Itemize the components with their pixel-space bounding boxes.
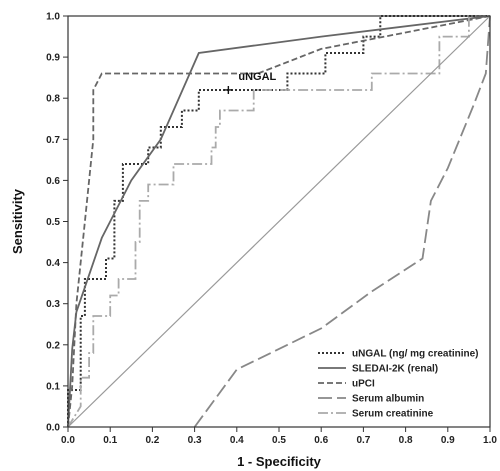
y-tick-label: 0.5 bbox=[46, 217, 60, 228]
x-tick-label: 1.0 bbox=[483, 435, 497, 446]
x-tick-label: 0.4 bbox=[230, 435, 244, 446]
y-tick-label: 0.3 bbox=[46, 299, 60, 310]
y-tick-label: 0.7 bbox=[46, 135, 60, 146]
axes: 0.0 0.1 0.2 0.3 0.4 0.5 0.6 0.7 0.8 0.9 1.0 0.0 0.1 0… bbox=[10, 12, 497, 470]
legend-label: Serum creatinine bbox=[352, 409, 434, 420]
legend-label: SLEDAI-2K (renal) bbox=[352, 364, 438, 375]
x-tick-label: 0.5 bbox=[272, 435, 286, 446]
y-axis-title: Sensitivity bbox=[10, 188, 25, 254]
annotation-label: uNGAL bbox=[238, 71, 276, 83]
x-axis-title: 1 - Specificity bbox=[237, 454, 322, 469]
y-tick-label: 0.0 bbox=[46, 423, 60, 434]
x-tick-label: 0.0 bbox=[61, 435, 75, 446]
legend-label: Serum albumin bbox=[352, 394, 424, 405]
x-tick-label: 0.6 bbox=[314, 435, 328, 446]
reference-line bbox=[67, 15, 491, 428]
y-tick-label: 0.2 bbox=[46, 340, 60, 351]
legend-label: uPCI bbox=[352, 379, 375, 390]
series-line-3 bbox=[67, 15, 491, 428]
y-tick-label: 1.0 bbox=[46, 12, 60, 23]
y-tick-label: 0.1 bbox=[46, 381, 60, 392]
x-tick-label: 0.3 bbox=[188, 435, 202, 446]
annotation-marker bbox=[224, 85, 233, 94]
y-tick-label: 0.6 bbox=[46, 176, 60, 187]
x-tick-label: 0.2 bbox=[145, 435, 159, 446]
series-line-1 bbox=[67, 15, 490, 427]
legend-label: uNGAL (ng/ mg creatinine) bbox=[352, 349, 479, 360]
series-line-2 bbox=[67, 15, 491, 428]
legend: uNGAL (ng/ mg creatinine) SLEDAI-2K (rena… bbox=[318, 349, 479, 420]
series-line-5 bbox=[67, 15, 490, 428]
x-tick-label: 0.7 bbox=[356, 435, 370, 446]
x-tick-label: 0.1 bbox=[103, 435, 117, 446]
series-line-4 bbox=[193, 15, 491, 428]
y-tick-label: 0.4 bbox=[46, 258, 60, 269]
x-tick-label: 0.8 bbox=[399, 435, 413, 446]
y-tick-label: 0.9 bbox=[46, 53, 60, 64]
x-tick-label: 0.9 bbox=[441, 435, 455, 446]
y-tick-label: 0.8 bbox=[46, 94, 60, 105]
plot-area bbox=[67, 15, 491, 428]
